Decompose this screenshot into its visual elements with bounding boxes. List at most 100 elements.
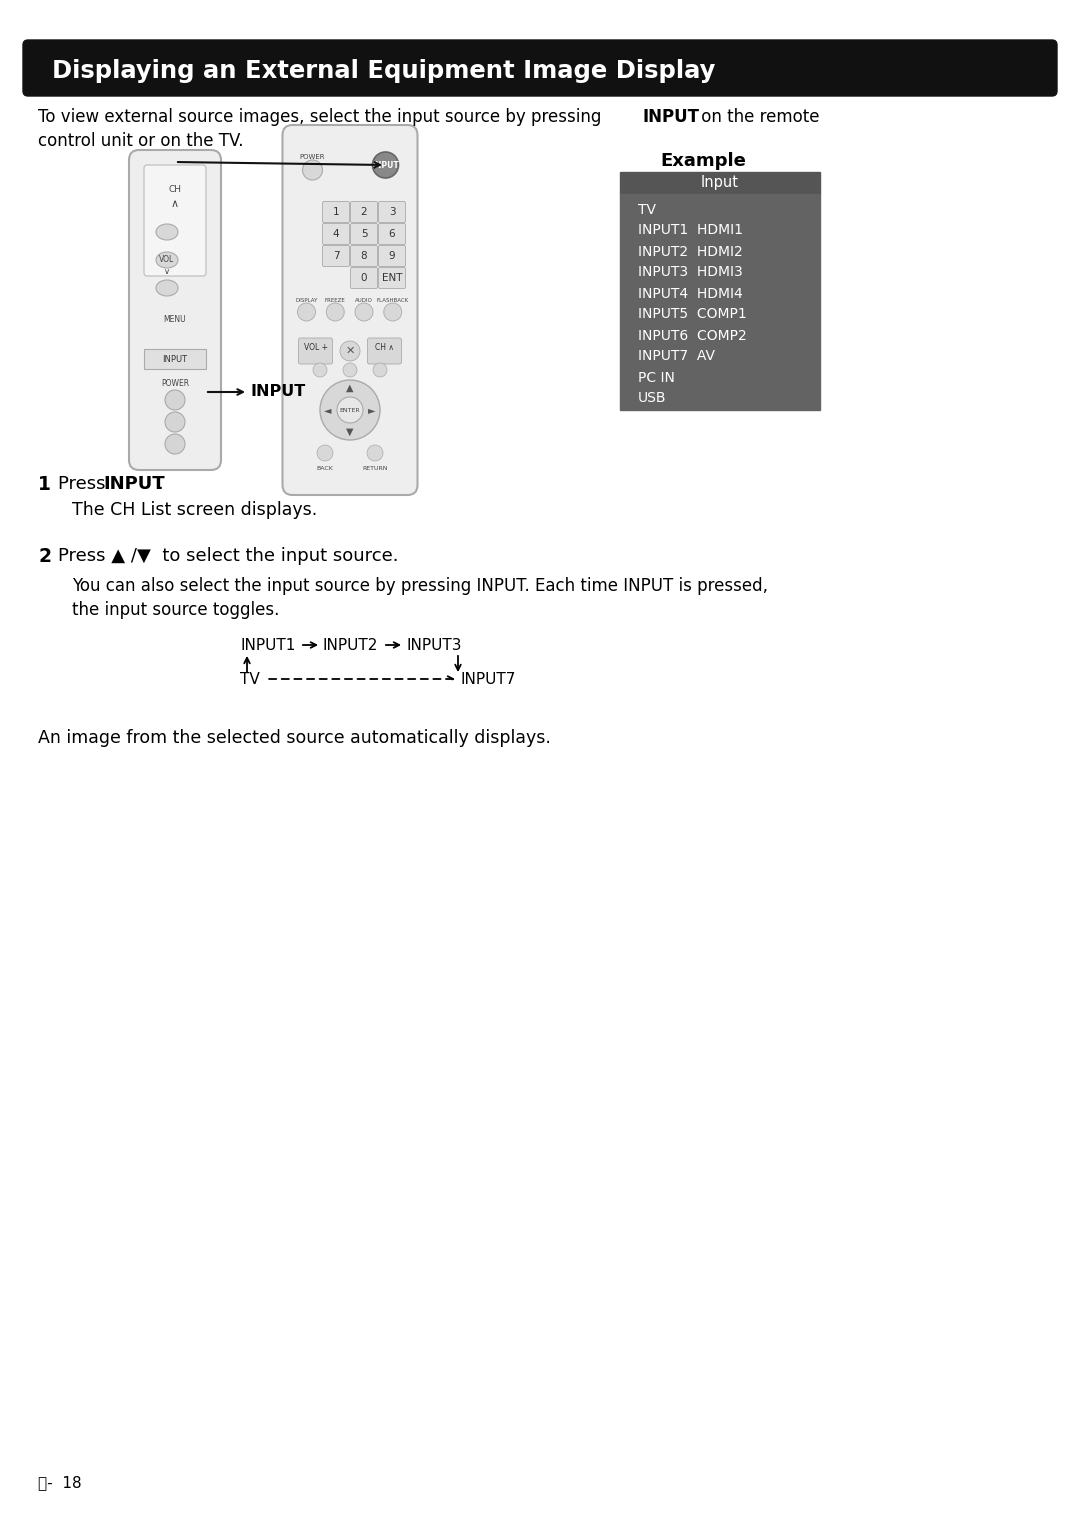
- Text: TV: TV: [240, 672, 260, 686]
- Circle shape: [297, 303, 315, 321]
- Circle shape: [165, 391, 185, 410]
- Text: CH ∧: CH ∧: [375, 344, 394, 353]
- Text: 6: 6: [389, 229, 395, 239]
- Text: ▼: ▼: [347, 427, 354, 438]
- Circle shape: [343, 363, 357, 377]
- Circle shape: [373, 363, 387, 377]
- Text: MENU: MENU: [164, 315, 187, 324]
- FancyBboxPatch shape: [23, 39, 1057, 95]
- Text: You can also select the input source by pressing INPUT. Each time INPUT is press: You can also select the input source by …: [72, 577, 768, 595]
- Circle shape: [165, 435, 185, 454]
- Text: The CH List screen displays.: The CH List screen displays.: [72, 501, 318, 519]
- Text: Example: Example: [660, 151, 746, 170]
- Text: POWER: POWER: [300, 154, 325, 160]
- Text: CH: CH: [168, 186, 181, 194]
- Circle shape: [318, 445, 333, 460]
- Text: To view external source images, select the input source by pressing: To view external source images, select t…: [38, 107, 602, 126]
- Text: 7: 7: [333, 251, 339, 260]
- Text: .: .: [157, 475, 163, 494]
- Text: Input: Input: [701, 176, 739, 191]
- Text: 3: 3: [389, 207, 395, 217]
- FancyBboxPatch shape: [620, 194, 820, 410]
- Text: An image from the selected source automatically displays.: An image from the selected source automa…: [38, 730, 551, 746]
- Text: USB: USB: [638, 392, 666, 406]
- Circle shape: [355, 303, 373, 321]
- FancyBboxPatch shape: [620, 173, 820, 194]
- Text: INPUT2  HDMI2: INPUT2 HDMI2: [638, 244, 743, 259]
- Circle shape: [313, 363, 327, 377]
- Text: DISPLAY: DISPLAY: [295, 297, 318, 303]
- Ellipse shape: [156, 280, 178, 297]
- FancyBboxPatch shape: [144, 350, 206, 369]
- Text: BACK: BACK: [316, 466, 334, 471]
- Text: 2: 2: [361, 207, 367, 217]
- Text: TV: TV: [638, 203, 656, 217]
- Text: FREEZE: FREEZE: [325, 297, 346, 303]
- Text: INPUT: INPUT: [162, 354, 188, 363]
- Text: ✕: ✕: [346, 347, 354, 356]
- Ellipse shape: [156, 251, 178, 268]
- Text: ENTER: ENTER: [340, 407, 361, 412]
- Text: INPUT3: INPUT3: [406, 637, 461, 653]
- Text: INPUT1: INPUT1: [240, 637, 295, 653]
- Text: 2: 2: [38, 547, 51, 566]
- FancyBboxPatch shape: [323, 201, 350, 223]
- Circle shape: [302, 160, 323, 180]
- Text: the input source toggles.: the input source toggles.: [72, 601, 280, 619]
- Text: INPUT6  COMP2: INPUT6 COMP2: [638, 329, 746, 342]
- Text: 8: 8: [361, 251, 367, 260]
- FancyBboxPatch shape: [378, 224, 405, 244]
- Text: ⓔ-  18: ⓔ- 18: [38, 1475, 82, 1490]
- Text: INPUT1  HDMI1: INPUT1 HDMI1: [638, 224, 743, 238]
- FancyBboxPatch shape: [351, 201, 378, 223]
- Circle shape: [383, 303, 402, 321]
- Text: Displaying an External Equipment Image Display: Displaying an External Equipment Image D…: [52, 59, 715, 83]
- Text: FLASHBACK: FLASHBACK: [377, 297, 409, 303]
- Text: ►: ►: [368, 406, 376, 415]
- Text: INPUT4  HDMI4: INPUT4 HDMI4: [638, 286, 743, 300]
- Circle shape: [367, 445, 383, 460]
- FancyBboxPatch shape: [283, 126, 418, 495]
- Text: INPUT2: INPUT2: [323, 637, 378, 653]
- FancyBboxPatch shape: [298, 338, 333, 363]
- Text: VOL: VOL: [160, 256, 175, 265]
- FancyBboxPatch shape: [378, 245, 405, 266]
- Text: VOL +: VOL +: [303, 344, 327, 353]
- Text: 1: 1: [333, 207, 339, 217]
- FancyBboxPatch shape: [351, 268, 378, 289]
- Text: INPUT7: INPUT7: [460, 672, 515, 686]
- FancyBboxPatch shape: [129, 150, 221, 469]
- FancyBboxPatch shape: [378, 201, 405, 223]
- Text: ENT: ENT: [381, 273, 402, 283]
- Text: 9: 9: [389, 251, 395, 260]
- Text: INPUT: INPUT: [249, 385, 306, 400]
- FancyBboxPatch shape: [323, 224, 350, 244]
- Text: on the remote: on the remote: [696, 107, 820, 126]
- Text: INPUT5  COMP1: INPUT5 COMP1: [638, 307, 746, 321]
- Text: ◄: ◄: [324, 406, 332, 415]
- Circle shape: [340, 341, 360, 360]
- Text: PC IN: PC IN: [638, 371, 675, 385]
- FancyBboxPatch shape: [144, 165, 206, 276]
- FancyBboxPatch shape: [323, 245, 350, 266]
- Text: INPUT7  AV: INPUT7 AV: [638, 350, 715, 363]
- Circle shape: [165, 412, 185, 431]
- Text: ∨: ∨: [164, 268, 170, 277]
- Text: INPUT: INPUT: [373, 160, 399, 170]
- Text: POWER: POWER: [161, 378, 189, 388]
- Text: ▲: ▲: [347, 383, 354, 394]
- Text: 1: 1: [38, 475, 51, 494]
- Circle shape: [326, 303, 345, 321]
- Text: 5: 5: [361, 229, 367, 239]
- Text: control unit or on the TV.: control unit or on the TV.: [38, 132, 243, 150]
- Text: INPUT: INPUT: [103, 475, 164, 494]
- Text: INPUT: INPUT: [642, 107, 699, 126]
- Text: RETURN: RETURN: [362, 466, 388, 471]
- Circle shape: [373, 151, 399, 179]
- Text: 4: 4: [333, 229, 339, 239]
- Circle shape: [337, 397, 363, 422]
- FancyBboxPatch shape: [351, 224, 378, 244]
- Text: 0: 0: [361, 273, 367, 283]
- Text: INPUT3  HDMI3: INPUT3 HDMI3: [638, 265, 743, 280]
- Ellipse shape: [156, 224, 178, 241]
